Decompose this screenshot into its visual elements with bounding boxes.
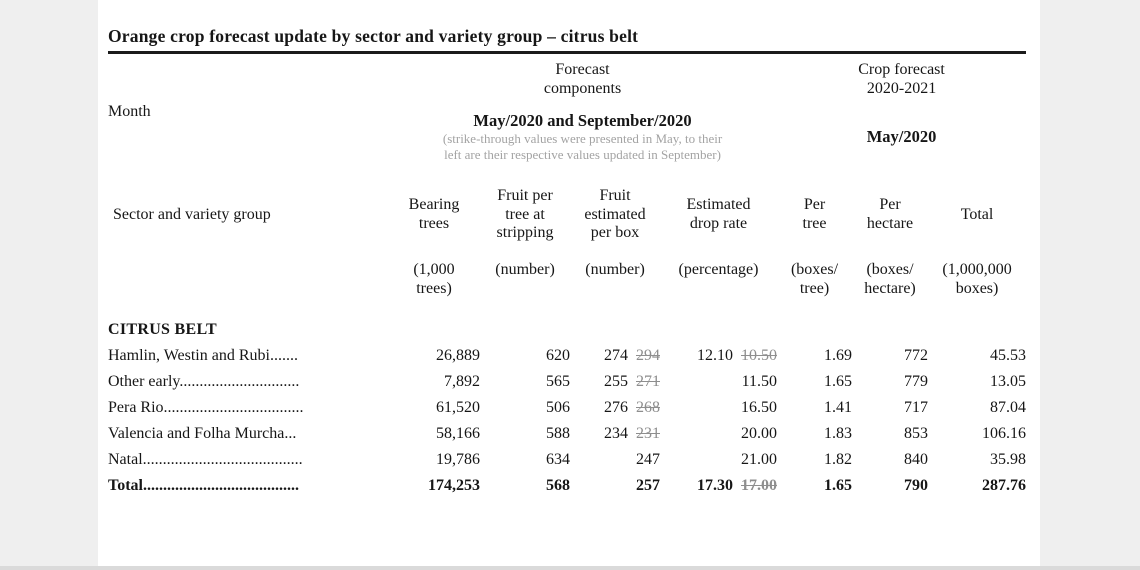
crop-month-cell: May/2020 — [777, 105, 1026, 169]
table-row: Natal...................................… — [108, 447, 1026, 473]
total-value: 87.04 — [990, 398, 1027, 416]
units-row: (1,000 trees) (number) (number) (percent… — [108, 261, 1026, 317]
drop-rate-value: 11.50 — [741, 372, 778, 390]
units-fruit-per-box: (number) — [585, 261, 645, 278]
fruit-per-tree-value: 620 — [546, 346, 570, 364]
units-sector — [108, 261, 388, 317]
table-row: Hamlin, Westin and Rubi....... 26,889 62… — [108, 343, 1026, 369]
total-row: Total...................................… — [108, 473, 1026, 499]
col-header-total: Total — [960, 205, 994, 223]
units-per-hectare: (boxes/ hectare) — [864, 261, 916, 297]
fruit-per-tree-value: 565 — [546, 372, 570, 390]
table-row: Other early.............................… — [108, 369, 1026, 395]
period-label: May/2020 and September/2020 — [473, 110, 692, 130]
units-fruit-per-tree: (number) — [495, 261, 555, 278]
bearing-trees-value: 26,889 — [436, 346, 480, 364]
header-band-top: Month Forecast components Crop forecast … — [108, 55, 1026, 119]
fruit-per-box-value: 276 268 — [604, 398, 660, 416]
fruit-per-box-value: 234 231 — [604, 424, 660, 442]
per-hectare-value: 717 — [904, 398, 929, 416]
per-tree-value: 1.65 — [824, 372, 853, 390]
strikethrough-may-value: 10.50 — [741, 346, 778, 364]
units-drop-rate: (percentage) — [678, 261, 759, 278]
crop-forecast-header: Crop forecast 2020-2021 — [858, 61, 945, 97]
sector-name: Valencia and Folha Murcha... — [108, 424, 297, 442]
table-row: Valencia and Folha Murcha... 58,166 588 … — [108, 421, 1026, 447]
per-tree-value: 1.83 — [824, 424, 853, 442]
per-tree-value: 1.69 — [824, 346, 853, 364]
fruit-per-tree-value: 588 — [546, 424, 570, 442]
sector-name: Total...................................… — [108, 476, 299, 494]
forecast-table: Month Forecast components Crop forecast … — [108, 55, 1026, 499]
col-header-fruit-per-box: Fruit estimated per box — [584, 186, 646, 242]
per-tree-value: 1.41 — [824, 398, 853, 416]
bearing-trees-value: 61,520 — [436, 398, 480, 416]
bearing-trees-value: 19,786 — [436, 450, 480, 468]
sector-name: Other early.............................… — [108, 372, 300, 390]
document-body: Orange crop forecast update by sector an… — [98, 0, 1040, 499]
total-value: 45.53 — [990, 346, 1027, 364]
per-tree-value: 1.82 — [824, 450, 853, 468]
bearing-trees-value: 58,166 — [436, 424, 480, 442]
bearing-trees-value: 174,253 — [428, 476, 480, 494]
total-value: 106.16 — [982, 424, 1027, 442]
month-header-cell: Month — [108, 102, 151, 120]
per-hectare-value: 790 — [904, 476, 929, 494]
drop-rate-value: 12.10 10.50 — [697, 346, 778, 364]
col-header-per-hectare: Per hectare — [866, 196, 914, 232]
total-value: 35.98 — [990, 450, 1027, 468]
strikethrough-may-value: 231 — [636, 424, 660, 442]
col-header-bearing-trees: Bearing trees — [408, 196, 460, 232]
col-header-fruit-per-tree: Fruit per tree at stripping — [496, 186, 554, 242]
group-row: CITRUS BELT — [108, 317, 1026, 343]
crop-month-label: May/2020 — [866, 126, 937, 146]
document-page: Orange crop forecast update by sector an… — [98, 0, 1040, 566]
fruit-per-box-value: 255 271 — [604, 372, 660, 390]
sector-name: Pera Rio................................… — [108, 398, 304, 416]
fruit-per-tree-value: 506 — [546, 398, 570, 416]
fruit-per-box-value: 257 — [636, 476, 660, 494]
strikethrough-may-value: 294 — [636, 346, 660, 364]
units-bearing-trees: (1,000 trees) — [413, 261, 455, 297]
units-per-tree: (boxes/ tree) — [790, 261, 839, 297]
per-hectare-value: 853 — [904, 424, 929, 442]
drop-rate-value: 16.50 — [741, 398, 778, 416]
period-header-cell: May/2020 and September/2020 (strike-thro… — [388, 105, 777, 169]
fruit-per-box-value: 247 — [636, 450, 660, 468]
fruit-per-tree-value: 568 — [546, 476, 570, 494]
total-value: 13.05 — [990, 372, 1027, 390]
col-header-drop-rate: Estimated drop rate — [686, 196, 751, 232]
sector-name: Hamlin, Westin and Rubi....... — [108, 346, 298, 364]
header-band-period: May/2020 and September/2020 (strike-thro… — [108, 105, 1026, 169]
period-note: (strike-through values were presented in… — [442, 130, 723, 163]
bearing-trees-value: 7,892 — [444, 372, 480, 390]
drop-rate-value: 21.00 — [741, 450, 778, 468]
drop-rate-value: 17.30 17.00 — [697, 476, 778, 494]
units-total: (1,000,000 boxes) — [942, 261, 1012, 297]
forecast-components-header: Forecast components — [543, 61, 622, 97]
col-header-sector: Sector and variety group — [113, 205, 271, 223]
bottom-edge-strip — [0, 566, 1140, 570]
per-hectare-value: 772 — [904, 346, 929, 364]
strikethrough-may-value: 271 — [636, 372, 660, 390]
table-row: Pera Rio................................… — [108, 395, 1026, 421]
col-header-per-tree: Per tree — [802, 196, 827, 232]
group-label: CITRUS BELT — [108, 320, 217, 338]
per-hectare-value: 779 — [904, 372, 929, 390]
page-title: Orange crop forecast update by sector an… — [108, 26, 1026, 54]
strikethrough-may-value: 17.00 — [741, 476, 778, 494]
total-value: 287.76 — [982, 476, 1027, 494]
fruit-per-tree-value: 634 — [546, 450, 570, 468]
column-header-row: Sector and variety group Bearing trees F… — [108, 169, 1026, 261]
per-tree-value: 1.65 — [824, 476, 853, 494]
sector-name: Natal...................................… — [108, 450, 303, 468]
drop-rate-value: 20.00 — [741, 424, 778, 442]
per-hectare-value: 840 — [904, 450, 929, 468]
strikethrough-may-value: 268 — [636, 398, 660, 416]
fruit-per-box-value: 274 294 — [604, 346, 660, 364]
